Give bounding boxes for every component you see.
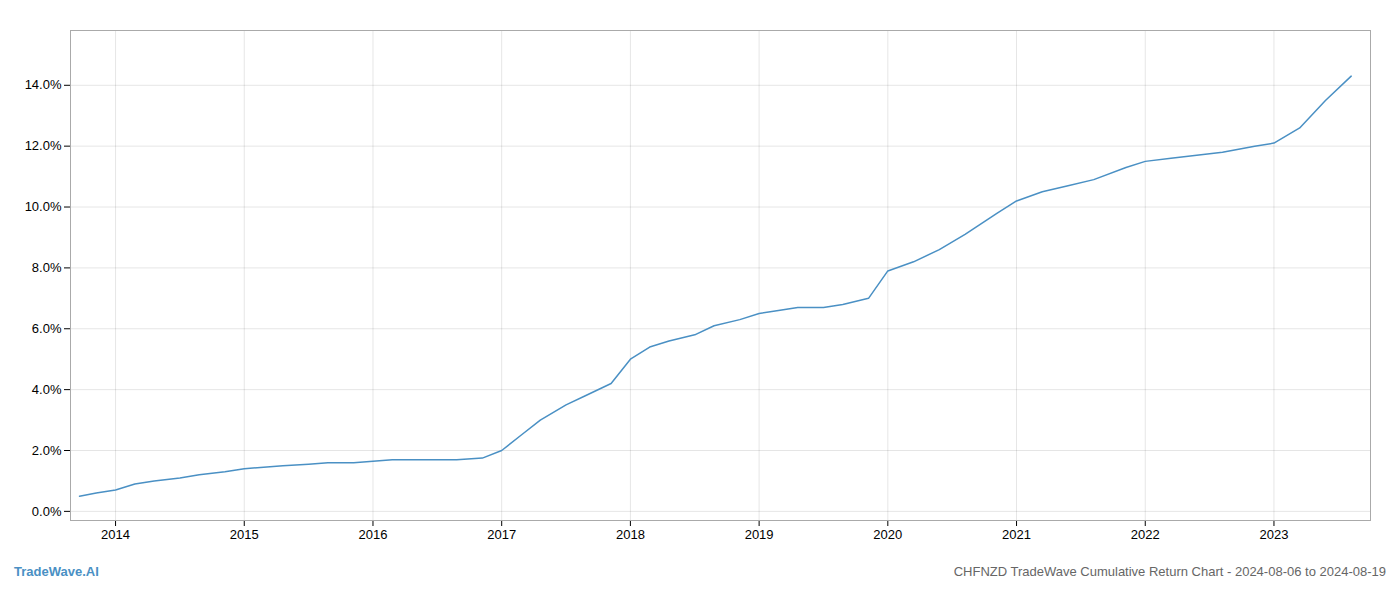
- svg-text:2014: 2014: [101, 527, 130, 542]
- svg-text:8.0%: 8.0%: [32, 260, 62, 275]
- svg-text:4.0%: 4.0%: [32, 382, 62, 397]
- svg-text:2021: 2021: [1002, 527, 1031, 542]
- svg-text:2017: 2017: [487, 527, 516, 542]
- svg-text:2020: 2020: [873, 527, 902, 542]
- svg-text:2023: 2023: [1260, 527, 1289, 542]
- svg-text:2022: 2022: [1131, 527, 1160, 542]
- svg-text:2015: 2015: [230, 527, 259, 542]
- svg-text:14.0%: 14.0%: [25, 77, 62, 92]
- svg-text:12.0%: 12.0%: [25, 138, 62, 153]
- svg-text:0.0%: 0.0%: [32, 504, 62, 519]
- svg-text:2019: 2019: [745, 527, 774, 542]
- svg-text:2018: 2018: [616, 527, 645, 542]
- svg-text:6.0%: 6.0%: [32, 321, 62, 336]
- svg-text:2016: 2016: [359, 527, 388, 542]
- html-text:CHFNZD TradeWave Cumulative Re: CHFNZD TradeWave Cumulative Return Chart…: [953, 564, 1386, 579]
- svg-text:10.0%: 10.0%: [25, 199, 62, 214]
- svg-text:2.0%: 2.0%: [32, 443, 62, 458]
- html-text:TradeWave.AI: TradeWave.AI: [14, 564, 99, 579]
